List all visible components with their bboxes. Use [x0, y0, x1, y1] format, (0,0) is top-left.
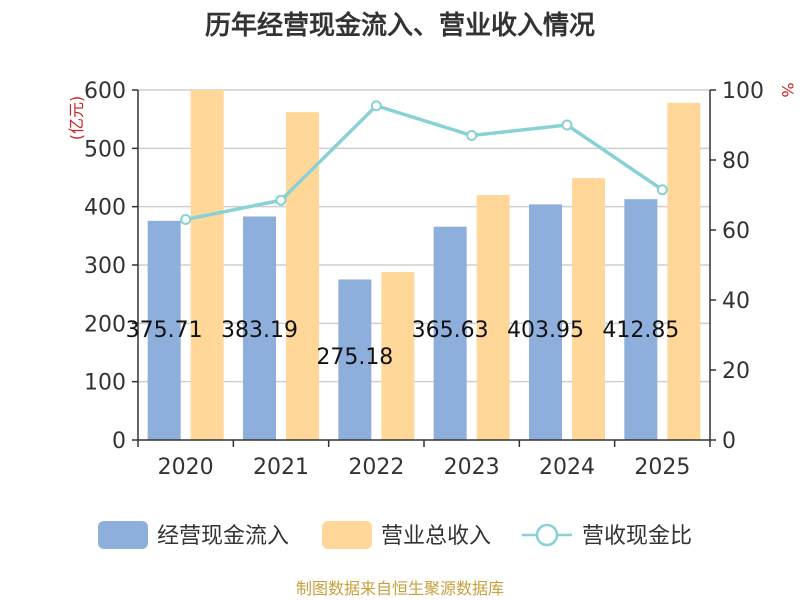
ratio-line	[185, 104, 664, 222]
left-tick-label: 500	[84, 137, 126, 162]
right-axis-unit: %	[778, 82, 797, 97]
left-tick-label: 400	[84, 196, 126, 221]
left-tick-label: 0	[112, 429, 126, 454]
right-tick-label: 100	[722, 79, 764, 104]
left-tick-label: 200	[84, 312, 126, 337]
data-label-cash-inflow: 275.18	[316, 345, 393, 370]
ratio-point	[561, 119, 573, 131]
data-label-cash-inflow: 403.95	[507, 318, 584, 343]
grid-layer	[138, 89, 710, 383]
ratio-point	[656, 184, 668, 196]
bar-revenue	[476, 195, 510, 440]
ratio-point	[370, 100, 382, 112]
right-tick-label: 20	[722, 359, 750, 384]
x-tick-label: 2024	[539, 455, 595, 480]
legend-label-ratio: 营收现金比	[582, 524, 692, 549]
right-tick-label: 0	[722, 429, 736, 454]
right-tick-label: 80	[722, 149, 750, 174]
left-tick-label: 100	[84, 371, 126, 396]
ratio-point	[275, 194, 287, 206]
legend-swatch-ratio-marker	[535, 523, 559, 547]
left-tick-label: 600	[84, 79, 126, 104]
bar-layer	[147, 90, 701, 441]
bar-revenue	[381, 272, 415, 440]
data-label-cash-inflow: 383.19	[221, 318, 298, 343]
x-tick-label: 2025	[634, 455, 690, 480]
x-tick-label: 2022	[348, 455, 404, 480]
bar-cash-inflow	[624, 199, 658, 440]
x-tick-label: 2023	[444, 455, 500, 480]
data-label-cash-inflow: 365.63	[412, 318, 489, 343]
bar-cash-inflow	[433, 226, 467, 440]
bar-revenue	[667, 102, 701, 440]
bar-cash-inflow	[243, 216, 276, 440]
legend: 经营现金流入 营业总收入 营收现金比	[98, 521, 692, 549]
left-tick-label: 300	[84, 254, 126, 279]
bar-revenue	[190, 90, 224, 440]
left-axis-unit: (亿元)	[67, 96, 86, 141]
right-tick-label: 40	[722, 289, 750, 314]
data-label-cash-inflow: 412.85	[602, 318, 679, 343]
bar-cash-inflow	[338, 279, 372, 440]
ratio-point	[180, 214, 192, 225]
legend-label-revenue: 营业总收入	[381, 524, 491, 549]
bar-revenue	[286, 112, 319, 441]
line-layer	[180, 100, 668, 225]
bar-cash-inflow	[147, 220, 181, 440]
bar-revenue	[572, 178, 605, 441]
label-layer: 375.71 383.19 275.18 365.63 403.95 412.85	[126, 318, 680, 370]
legend-swatch-revenue	[322, 521, 372, 549]
legend-label-cash-inflow: 经营现金流入	[157, 524, 289, 549]
x-tick-label: 2020	[158, 455, 214, 480]
bar-cash-inflow	[529, 204, 562, 440]
x-tick-label: 2021	[253, 455, 309, 480]
right-tick-label: 60	[722, 219, 750, 244]
axis-layer: 0 100 200 300 400 500 600 0 20 40 60 80 100 2020 2021 2…	[84, 79, 764, 480]
chart-title: 历年经营现金流入、营业收入情况	[205, 10, 595, 41]
data-label-cash-inflow: 375.71	[126, 318, 203, 343]
source-note: 制图数据来自恒生聚源数据库	[296, 579, 504, 598]
ratio-point	[466, 130, 478, 141]
legend-swatch-cash-inflow	[98, 521, 148, 549]
